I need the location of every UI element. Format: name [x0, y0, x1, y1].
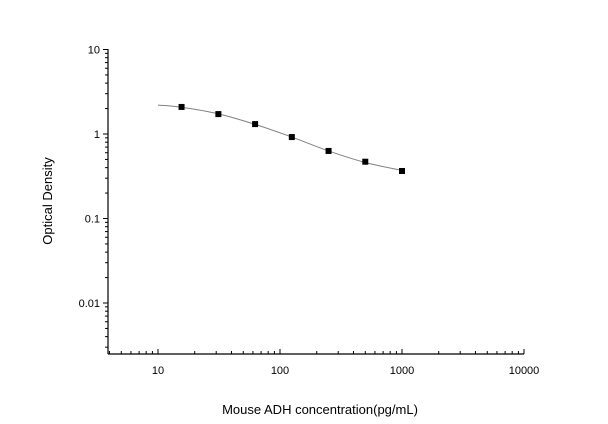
y-tick-label: 1	[94, 129, 100, 141]
x-tick-label: 1000	[390, 365, 414, 377]
data-point-marker	[399, 167, 405, 174]
data-points	[178, 103, 405, 174]
y-axis-title: Optical Density	[40, 157, 55, 245]
y-tick-label: 0.01	[79, 298, 100, 310]
x-tick-label: 10000	[509, 365, 540, 377]
y-tick-label: 10	[88, 45, 100, 57]
x-tick-label: 100	[271, 365, 289, 377]
data-point-marker	[362, 158, 369, 165]
x-tick-label: 10	[152, 365, 164, 377]
x-axis-title: Mouse ADH concentration(pg/mL)	[222, 402, 418, 417]
data-point-marker	[325, 147, 332, 154]
axes: 10 1 0.1 0.01 10 100 1000 10000	[79, 45, 540, 378]
data-point-marker	[215, 111, 222, 118]
data-point-marker	[178, 103, 185, 110]
data-point-marker	[288, 134, 295, 141]
data-point-marker	[252, 121, 259, 128]
y-tick-label: 0.1	[85, 214, 100, 226]
